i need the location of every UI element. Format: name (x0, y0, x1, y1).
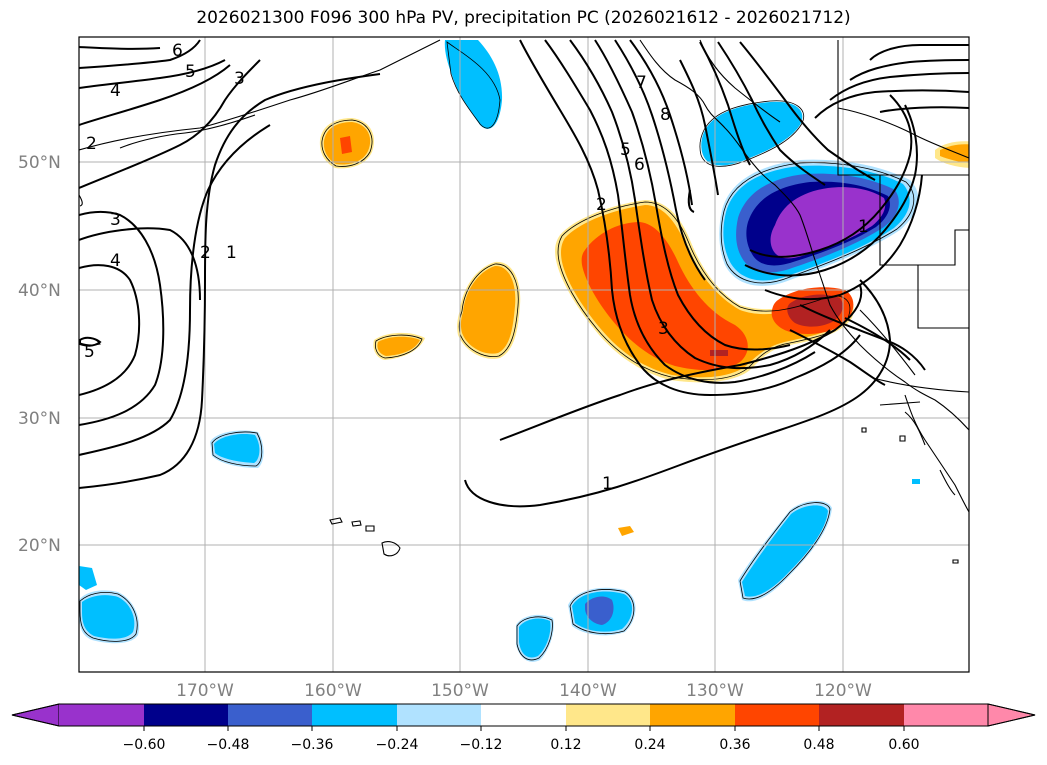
colorbar-tick-label: −0.60 (123, 737, 166, 753)
colorbar-segment (228, 704, 312, 726)
lon-label-150w: 150°W (431, 681, 489, 701)
colorbar-segment (819, 704, 904, 726)
contour-label: 3 (234, 69, 245, 89)
lon-label-120w: 120°W (814, 681, 872, 701)
lat-label-20n: 20°N (18, 536, 61, 556)
colorbar-segment (650, 704, 735, 726)
neg-anomaly-alaska (444, 40, 503, 129)
contour-label: 3 (658, 319, 669, 339)
contour-label: 1 (858, 217, 869, 237)
colorbar-tick-label: 0.48 (803, 737, 834, 753)
contour-label: 6 (172, 41, 183, 61)
contour-labels: 6 5 4 3 2 1 3 4 5 2 1 2 3 5 6 7 8 1 (84, 41, 869, 494)
contour-label: 7 (636, 73, 647, 93)
longitude-labels: 170°W 160°W 150°W 140°W 130°W 120°W (176, 681, 872, 701)
contour-label: 1 (226, 243, 237, 263)
neg-anomaly-sw-cyan (82, 595, 135, 639)
lat-label-50n: 50°N (18, 153, 61, 173)
pv-contours (79, 39, 969, 508)
colorbar-segment (566, 704, 650, 726)
contour-label: 1 (602, 474, 613, 494)
colorbar-tick-label: −0.48 (207, 737, 250, 753)
contour-label: 5 (84, 342, 95, 362)
lat-label-30n: 30°N (18, 409, 61, 429)
contour-label: 2 (86, 134, 97, 154)
colorbar-segment (312, 704, 397, 726)
colorbar-tick-label: 0.36 (719, 737, 750, 753)
contour-label: 6 (634, 155, 645, 175)
colorbar-segment (144, 704, 228, 726)
colorbar-tick-label: 0.60 (888, 737, 919, 753)
contour-label: 4 (110, 81, 121, 101)
lat-label-40n: 40°N (18, 281, 61, 301)
contour-label: 5 (620, 140, 631, 160)
neg-anomaly-se-cyan (742, 505, 828, 597)
colorbar-outline (11, 703, 1036, 727)
contour-label: 2 (200, 243, 211, 263)
colorbar-segment (397, 704, 481, 726)
neg-anomaly-tiny-cyan (912, 479, 920, 484)
colorbar-segment (481, 704, 566, 726)
contour-label: 2 (596, 195, 607, 215)
neg-anomaly-nw-purple (770, 187, 886, 259)
neg-anomaly-s-cyan (519, 618, 551, 658)
colorbar-tick-label: −0.36 (291, 737, 334, 753)
neg-anomaly-30n-cyan (214, 434, 260, 463)
coastlines (79, 39, 969, 564)
colorbar-segment (59, 704, 144, 726)
colorbar-tick-label: −0.12 (460, 737, 503, 753)
contour-label: 8 (660, 105, 671, 125)
neg-anomaly-sw2-cyan (79, 566, 97, 590)
map-title: 2026021300 F096 300 hPa PV, precipitatio… (196, 8, 851, 28)
pos-anomaly-tiny-orange (618, 526, 634, 536)
pos-anomaly-nw-orangered (340, 136, 352, 154)
colorbar: −0.60 −0.48 −0.36 −0.24 −0.12 0.12 0.24 … (11, 703, 1036, 753)
colorbar-tick-label: −0.24 (376, 737, 419, 753)
colorbar-tick-label: 0.24 (634, 737, 665, 753)
neg-anomaly-s2-blue (585, 596, 614, 625)
lon-label-170w: 170°W (176, 681, 234, 701)
contour-label: 5 (185, 62, 196, 82)
neg-anomaly-bc (701, 101, 803, 166)
lon-label-160w: 160°W (304, 681, 362, 701)
colorbar-min-arrow (11, 703, 60, 727)
contour-label: 3 (110, 210, 121, 230)
pos-anomaly-small-orange (377, 336, 420, 356)
colorbar-tick-label: 0.12 (550, 737, 581, 753)
colorbar-segment (735, 704, 819, 726)
colorbar-max-arrow (987, 703, 1036, 727)
graticule (79, 37, 969, 672)
lon-label-130w: 130°W (686, 681, 744, 701)
contour-label: 4 (110, 251, 121, 271)
latitude-labels: 50°N 40°N 30°N 20°N (18, 153, 61, 556)
lon-label-140w: 140°W (559, 681, 617, 701)
pos-anomaly-mid-orange (460, 265, 516, 354)
plot-frame (78, 36, 970, 673)
pos-anomaly-small-darkred (710, 350, 728, 356)
colorbar-segment (904, 704, 988, 726)
